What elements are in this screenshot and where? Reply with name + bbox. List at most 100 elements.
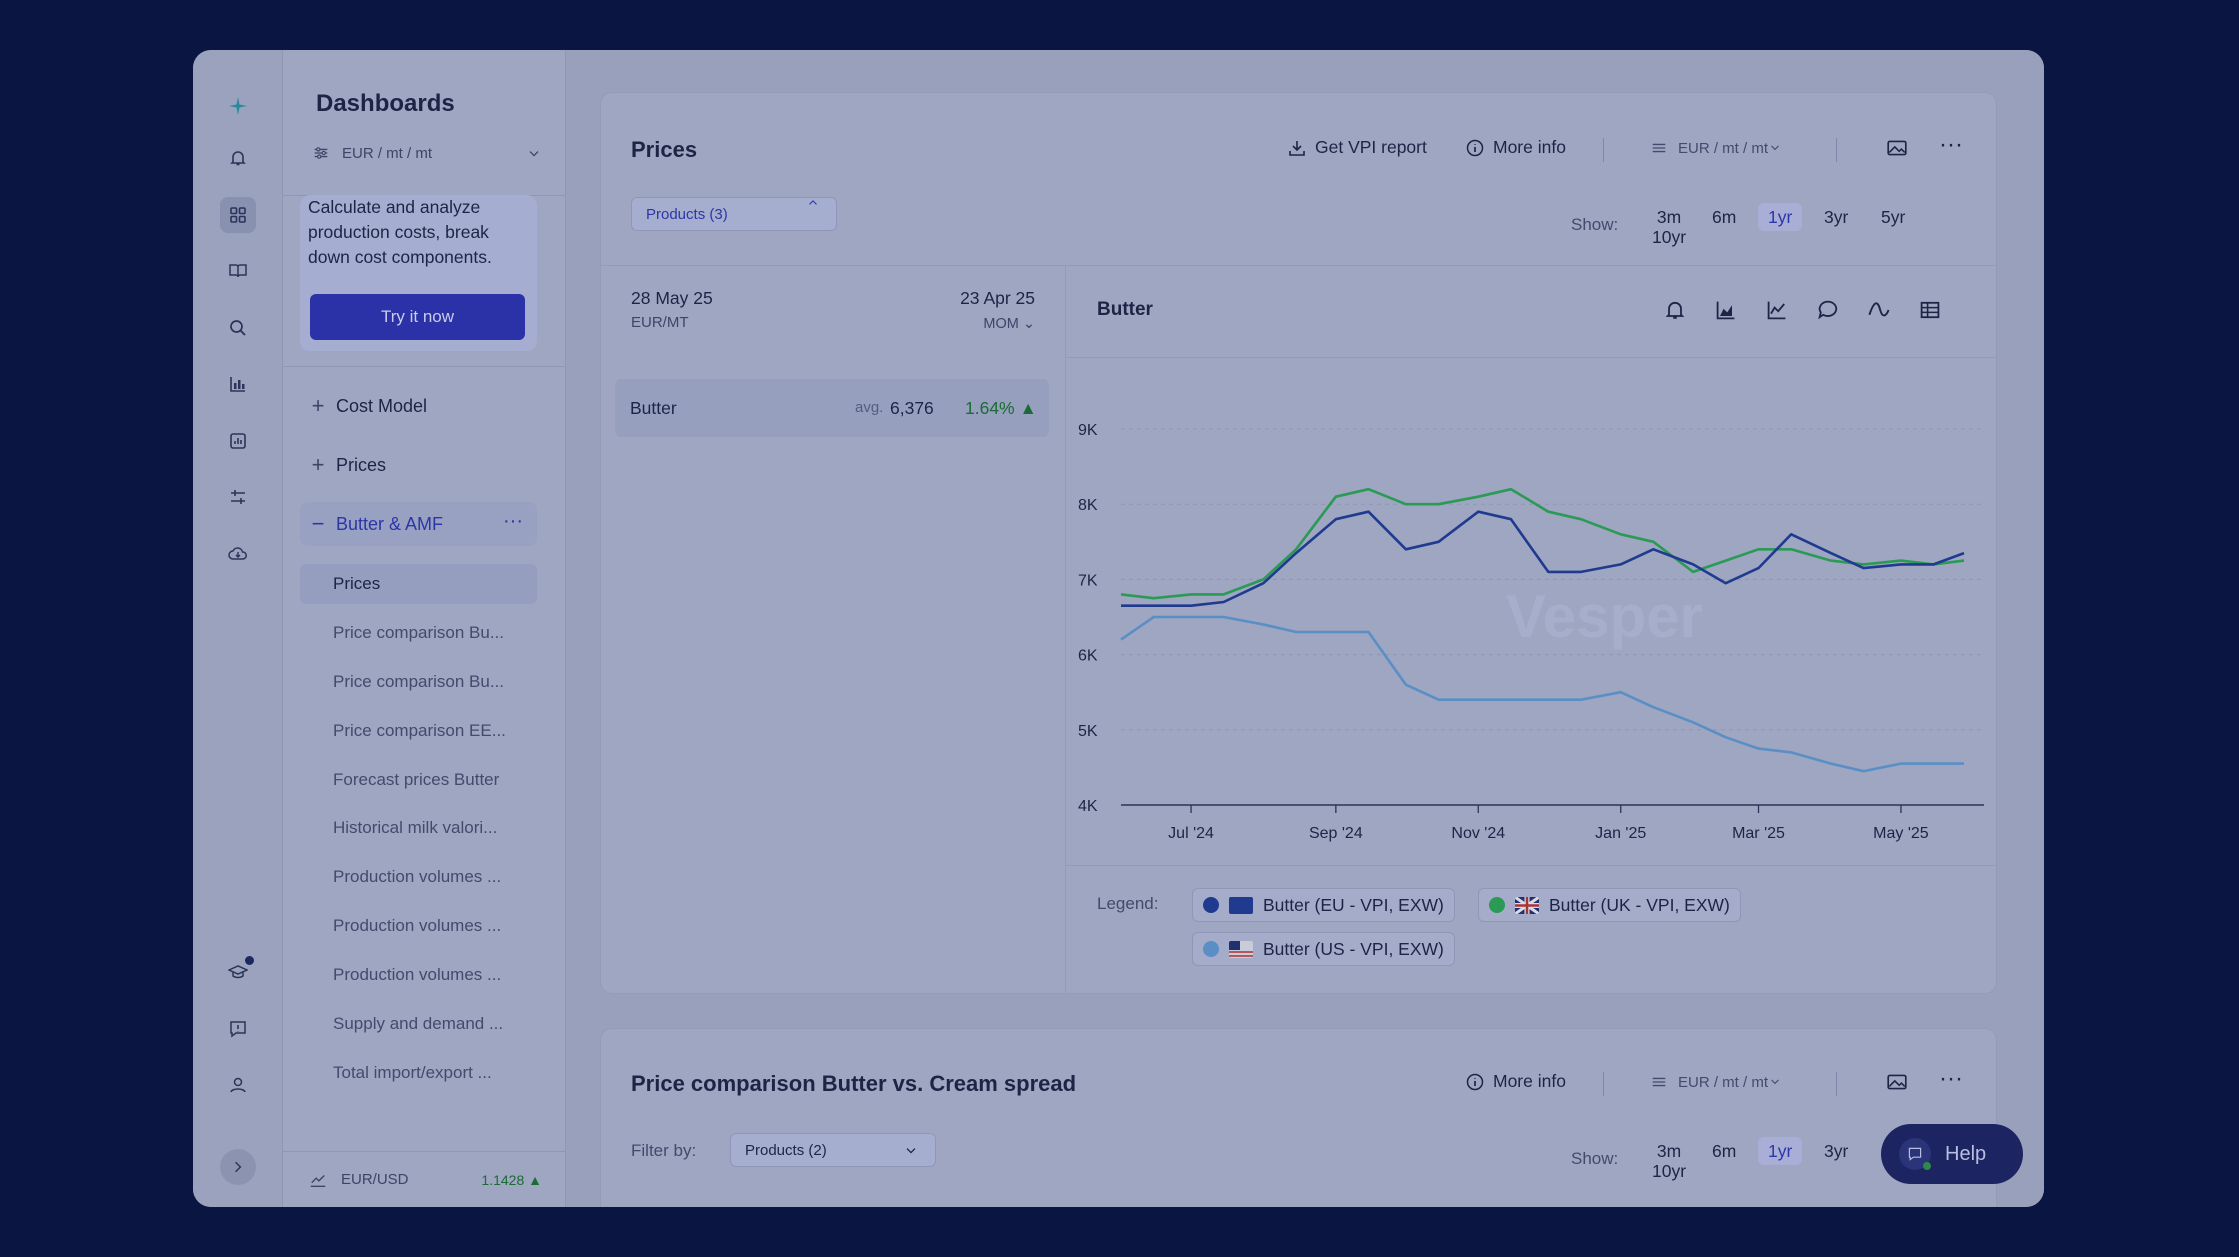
us-flag-icon [1229, 940, 1253, 958]
line-chart-icon[interactable] [1765, 298, 1789, 322]
series-line-uk [1120, 487, 1965, 600]
more-options-icon[interactable]: ··· [503, 510, 523, 532]
units-selector[interactable]: EUR / mt / mt [1650, 1073, 1782, 1091]
try-it-now-button[interactable]: Try it now [310, 294, 525, 340]
sidebar-item-label: Prices [336, 454, 387, 475]
y-tick-label: 6K [1078, 648, 1098, 665]
get-vpi-report-button[interactable]: Get VPI report [1287, 137, 1427, 158]
sidebar-item-cost-model[interactable]: + Cost Model [300, 384, 537, 428]
change-value: 1.64% ▲ [965, 398, 1037, 418]
range-6m[interactable]: 6m [1712, 207, 1737, 227]
units-label: EUR / mt / mt [1678, 139, 1768, 157]
range-6m[interactable]: 6m [1712, 1141, 1737, 1161]
more-info-button[interactable]: More info [1465, 1071, 1566, 1092]
fx-ticker: EUR/USD 1.1428 ▲ [283, 1151, 566, 1207]
mom-selector[interactable]: MOM ⌄ [983, 316, 1035, 332]
legend: Legend: Butter (EU - VPI, EXW) Butter (U… [1066, 865, 1996, 993]
units-selector[interactable]: EUR / mt / mt [1650, 139, 1782, 157]
dashboards-icon[interactable] [220, 197, 256, 233]
sidebar-item-butter-amf[interactable]: − Butter & AMF ··· [300, 502, 537, 546]
sidebar-subitem[interactable]: Forecast prices Butter [333, 770, 500, 789]
products-filter[interactable]: Products (2) [730, 1133, 936, 1167]
bell-icon[interactable] [220, 140, 256, 176]
legend-item-us[interactable]: Butter (US - VPI, EXW) [1192, 932, 1455, 966]
bell-icon[interactable] [1663, 298, 1687, 322]
more-options-icon[interactable]: ··· [1939, 131, 1963, 158]
sidebar-subitem[interactable]: Price comparison EE... [333, 721, 506, 740]
area-chart-icon[interactable] [1714, 298, 1738, 322]
units-selector[interactable]: EUR / mt / mt [312, 138, 542, 168]
legend-item-eu[interactable]: Butter (EU - VPI, EXW) [1192, 888, 1455, 922]
y-tick-label: 9K [1078, 422, 1098, 439]
sidebar-subitem[interactable]: Historical milk valori... [333, 818, 498, 837]
range-3yr[interactable]: 3yr [1824, 1141, 1849, 1161]
more-info-button[interactable]: More info [1465, 137, 1566, 158]
range-3m[interactable]: 3m 10yr [1652, 207, 1687, 247]
range-3yr[interactable]: 3yr [1824, 207, 1849, 227]
sidebar-item-label: Cost Model [336, 395, 428, 416]
cloud-download-icon[interactable] [220, 536, 256, 572]
series-color-dot [1489, 897, 1505, 913]
image-icon [1887, 1074, 1907, 1090]
chevron-down-icon [1771, 1079, 1779, 1085]
unit-label: EUR/MT [631, 314, 689, 331]
user-icon[interactable] [220, 1067, 256, 1103]
more-info-label: More info [1493, 1071, 1566, 1091]
table-icon[interactable] [1918, 298, 1942, 322]
range-3m[interactable]: 3m 10yr [1652, 1141, 1687, 1181]
sidebar-subitem[interactable]: Prices [300, 564, 537, 604]
promo-card: Calculate and analyze production costs, … [300, 195, 537, 351]
chart-header: Butter [1066, 266, 1996, 358]
report-icon[interactable] [220, 423, 256, 459]
smooth-icon[interactable] [1867, 298, 1891, 322]
sidebar-subitem[interactable]: Production volumes ... [333, 867, 502, 886]
range-1yr[interactable]: 1yr [1758, 1137, 1803, 1165]
product-row-butter[interactable]: Butter avg. 6,376 1.64% ▲ [615, 379, 1049, 437]
sliders-icon [1652, 1077, 1666, 1087]
range-5yr[interactable]: 5yr [1881, 207, 1906, 227]
x-tick-label: Jul '24 [1168, 825, 1214, 842]
sidebar-item-prices[interactable]: + Prices [300, 443, 537, 487]
sidebar-subitem[interactable]: Supply and demand ... [333, 1014, 504, 1033]
image-icon [1887, 140, 1907, 156]
info-icon [1466, 1073, 1484, 1090]
expand-sidebar-button[interactable] [220, 1149, 256, 1185]
comment-icon[interactable] [1816, 298, 1840, 322]
logo-icon[interactable] [220, 88, 256, 124]
fx-value: 1.1428 ▲ [481, 1171, 542, 1188]
help-label: Help [1945, 1142, 1987, 1165]
legend-item-uk[interactable]: Butter (UK - VPI, EXW) [1478, 888, 1741, 922]
feedback-icon[interactable] [220, 1011, 256, 1047]
products-filter[interactable]: Products (3) [631, 197, 837, 231]
chevron-down-icon [529, 151, 539, 157]
price-comparison-card: Price comparison Butter vs. Cream spread… [600, 1028, 1997, 1207]
export-image-button[interactable] [1886, 1071, 1908, 1093]
search-icon[interactable] [220, 310, 256, 346]
academy-icon[interactable] [220, 954, 256, 990]
sidebar-subitem[interactable]: Total import/export ... [333, 1063, 492, 1082]
watermark-text: Vesper [1506, 583, 1703, 650]
export-image-button[interactable] [1886, 137, 1908, 159]
y-tick-label: 4K [1078, 798, 1098, 815]
sidebar-subitem[interactable]: Production volumes ... [333, 965, 502, 984]
sliders-icon[interactable] [220, 479, 256, 515]
chevron-down-icon: ⌄ [1022, 316, 1035, 332]
main-content: Prices Get VPI report More info EUR / mt… [566, 50, 2044, 1207]
range-1yr[interactable]: 1yr [1758, 203, 1803, 231]
sidebar-subitem[interactable]: Price comparison Bu... [333, 672, 505, 691]
series-color-dot [1203, 897, 1219, 913]
prices-card: Prices Get VPI report More info EUR / mt… [600, 92, 1997, 994]
divider [1603, 138, 1604, 162]
promo-text: Calculate and analyze production costs, … [308, 197, 492, 267]
sidebar-subitem[interactable]: Production volumes ... [333, 916, 502, 935]
bar-chart-icon[interactable] [220, 366, 256, 402]
more-options-icon[interactable]: ··· [1939, 1065, 1963, 1092]
help-button[interactable]: Help [1881, 1124, 2023, 1184]
start-date: 28 May 25 [631, 288, 713, 308]
x-tick-label: Nov '24 [1451, 825, 1505, 842]
sidebar-subitem[interactable]: Price comparison Bu... [333, 623, 505, 642]
series-line-us [1120, 615, 1964, 773]
x-tick-label: May '25 [1873, 825, 1929, 842]
book-icon[interactable] [220, 253, 256, 289]
sliders-icon [1652, 143, 1666, 153]
